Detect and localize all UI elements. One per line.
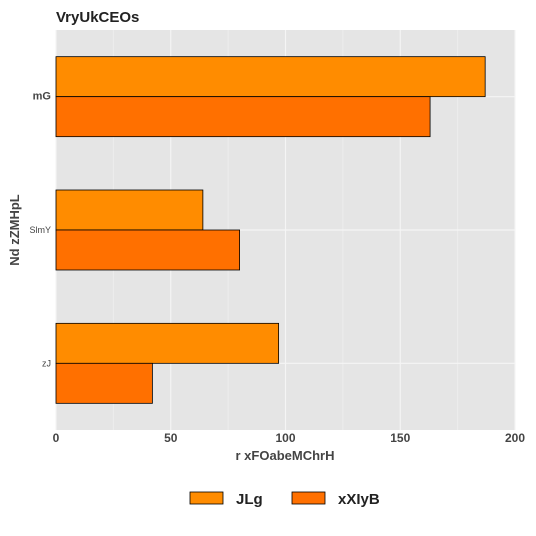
x-axis-label: r xFOabeMChrH: [236, 448, 335, 463]
bar-xXIyB-zJ: [55, 362, 153, 404]
x-tick-label: 50: [164, 431, 178, 445]
x-axis-ticks: 0 50 100 150 200: [53, 431, 526, 445]
bar-JLg-mG: [55, 56, 486, 98]
legend-swatch: [189, 491, 224, 505]
x-tick-label: 0: [53, 431, 60, 445]
legend: JLg xXIyB: [189, 491, 380, 508]
legend-swatch: [291, 491, 326, 505]
x-tick-label: 200: [505, 431, 525, 445]
x-tick-label: 150: [390, 431, 410, 445]
y-axis-categories: mG SlmY zJ: [29, 91, 51, 369]
y-axis-label: Nd zZMHpL: [7, 194, 22, 266]
bars: [55, 56, 486, 404]
bar-JLg-SlmY: [55, 189, 204, 231]
chart-title: VryUkCEOs: [56, 9, 139, 26]
y-category-label: SlmY: [29, 225, 51, 235]
legend-label: JLg: [236, 491, 263, 508]
bar-xXIyB-SlmY: [55, 229, 241, 271]
legend-label: xXIyB: [338, 491, 380, 508]
y-category-label: mG: [33, 91, 51, 103]
x-tick-label: 100: [275, 431, 295, 445]
bar-JLg-zJ: [55, 322, 280, 364]
y-category-label: zJ: [42, 358, 51, 368]
bar-xXIyB-mG: [55, 96, 431, 138]
